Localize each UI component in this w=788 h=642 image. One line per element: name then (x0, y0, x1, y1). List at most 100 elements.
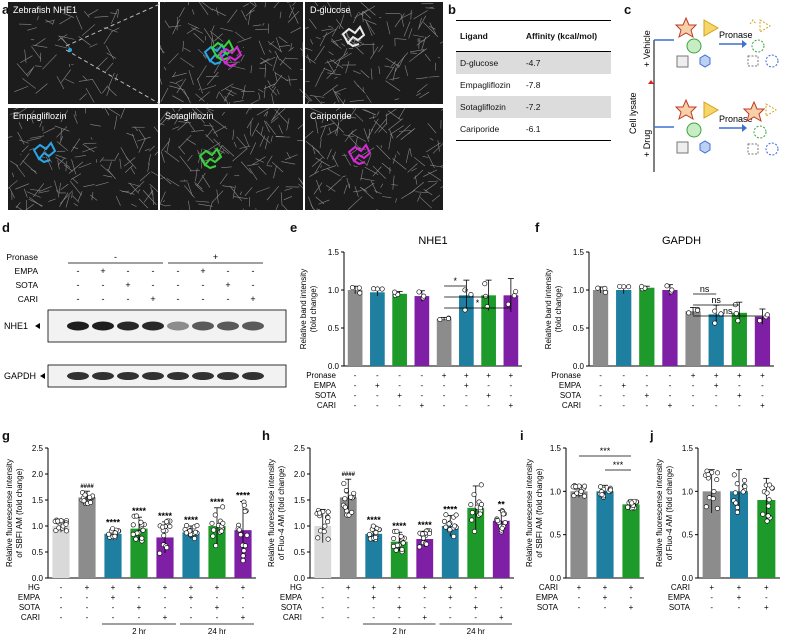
blot-sign: + (200, 266, 205, 276)
data-point (443, 512, 449, 518)
mesh-line (266, 155, 273, 165)
significance-label: * (476, 298, 480, 308)
mesh-line (201, 175, 211, 188)
mesh-line (243, 134, 250, 147)
mesh-line (221, 111, 225, 116)
mesh-line (405, 148, 410, 163)
mesh-line (355, 156, 368, 166)
treatment-sign: + (215, 603, 220, 612)
mesh-line (211, 8, 226, 16)
treatment-sign: + (737, 593, 742, 602)
treatment-sign: + (189, 583, 194, 592)
data-point (573, 484, 579, 490)
treatment-sign: - (738, 603, 741, 612)
blot-sign: + (100, 266, 105, 276)
mesh-line (365, 21, 373, 37)
mesh-line (99, 156, 104, 163)
triangle-protein-icon (703, 19, 720, 37)
blot-sign: - (102, 280, 105, 290)
treatment-label: Pronase (551, 371, 581, 380)
mesh-line (266, 165, 273, 167)
treatment-sign: - (321, 593, 324, 602)
mesh-line (269, 41, 275, 46)
mesh-line (372, 165, 386, 179)
treatment-label: SOTA (560, 391, 582, 400)
mesh-line (309, 18, 317, 30)
panel-label-j: j (650, 428, 654, 443)
mesh-line (388, 134, 392, 150)
mesh-line (247, 163, 259, 167)
data-point (416, 289, 422, 295)
data-point (582, 483, 588, 489)
mesh-line (359, 147, 375, 157)
mesh-line (264, 135, 269, 150)
mesh-line (136, 136, 151, 142)
mesh-line (311, 157, 323, 167)
mesh-line (198, 88, 201, 90)
star-protein-icon (674, 16, 698, 39)
mesh-line (404, 65, 409, 76)
mesh-line (255, 187, 270, 193)
significance-label: **** (236, 491, 251, 501)
blot-row-label: EMPA (15, 266, 39, 276)
treatment-sign: - (86, 593, 89, 602)
mesh-line (24, 49, 27, 63)
mesh-line (74, 110, 77, 117)
mesh-line (114, 73, 118, 81)
treatment-sign: - (669, 391, 672, 400)
blot-sign: + (150, 294, 155, 304)
chart-fluo4: 0.0 0.5 1.0 1.5 2.0 2.5 Relative fluorescense … (267, 444, 514, 636)
mesh-line (353, 165, 358, 168)
treatment-label: CARI (21, 613, 40, 622)
significance-label: **** (158, 511, 173, 521)
treatment-sign: - (710, 603, 713, 612)
panel-label-b: b (448, 2, 456, 17)
table-row: Sotagliflozin -7.2 (456, 96, 611, 118)
mesh-line (328, 25, 333, 28)
treatment-label: EMPA (559, 381, 582, 390)
mesh-line (394, 13, 405, 28)
mesh-line (327, 72, 341, 76)
treatment-sign: - (347, 613, 350, 622)
mesh-line (276, 88, 280, 95)
mesh-line (272, 86, 276, 93)
treatment-sign: - (692, 391, 695, 400)
mesh-line (398, 129, 412, 132)
mesh-line (287, 10, 300, 23)
mesh-line (64, 78, 75, 84)
significance-label: **** (418, 520, 433, 530)
data-point (732, 490, 738, 496)
data-point (742, 477, 748, 483)
mesh-line (354, 113, 364, 122)
treatment-sign: - (604, 603, 607, 612)
y-tick-label: 0.5 (328, 324, 340, 333)
drug-proteins (674, 98, 720, 154)
mesh-line (83, 142, 97, 145)
mesh-line (188, 2, 189, 6)
mesh-line (85, 87, 95, 103)
mesh-line (314, 2, 319, 7)
treatment-sign: - (765, 593, 768, 602)
bar (52, 526, 70, 578)
mesh-line (183, 47, 191, 52)
mesh-line (9, 160, 19, 167)
data-point (325, 509, 331, 515)
mesh-line (339, 116, 346, 122)
mesh-line (428, 76, 440, 78)
mesh-line (409, 148, 412, 157)
ligand-icon (341, 25, 366, 48)
mesh-line (185, 118, 196, 132)
chart-gapdh: GAPDH 0.0 0.5 1.0 1.5 Relative band intensity… (544, 235, 774, 410)
mesh-line (95, 159, 98, 163)
mesh-line (138, 189, 141, 192)
panel-label-h: h (262, 428, 270, 443)
y-tick-label: 1.0 (573, 286, 585, 295)
mesh-line (373, 120, 388, 134)
mesh-line (138, 138, 146, 153)
data-point (342, 504, 348, 510)
mesh-line (283, 196, 293, 201)
mesh-line (263, 120, 270, 133)
mesh-line (110, 12, 118, 15)
y-axis-label: Relative fluorescense intensity (525, 459, 534, 567)
treatment-label: SOTA (281, 603, 303, 612)
